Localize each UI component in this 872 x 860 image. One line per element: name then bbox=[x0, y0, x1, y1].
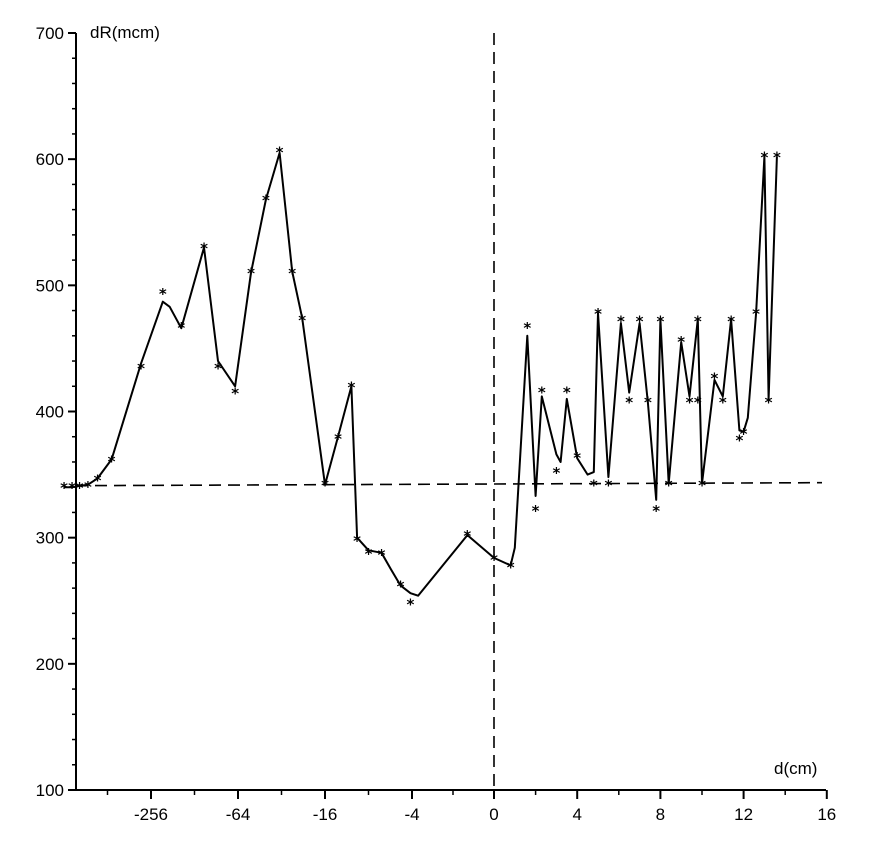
series-group: * * * * ****************** ***** *************… bbox=[60, 144, 781, 614]
axes bbox=[68, 32, 828, 799]
y-tick-label: 600 bbox=[36, 150, 64, 169]
y-tick-label: 200 bbox=[36, 655, 64, 674]
data-point: * bbox=[719, 393, 727, 411]
data-point: * bbox=[563, 383, 571, 401]
data-point: * bbox=[507, 559, 515, 577]
data-point: * bbox=[463, 527, 471, 545]
data-point: * bbox=[532, 502, 540, 520]
data-point: * bbox=[397, 578, 405, 596]
data-point: * bbox=[765, 393, 773, 411]
y-tick-label: 100 bbox=[36, 781, 64, 800]
data-point: * bbox=[321, 477, 329, 495]
y-tick-label: 400 bbox=[36, 403, 64, 422]
data-point: * bbox=[773, 149, 781, 167]
horizontal-reference-line bbox=[75, 481, 823, 487]
data-point: * bbox=[711, 369, 719, 387]
x-tick-label: 16 bbox=[817, 805, 836, 824]
data-point: * bbox=[644, 393, 652, 411]
data-point: * bbox=[573, 449, 581, 467]
x-tick-label: 8 bbox=[656, 805, 665, 824]
data-point: * bbox=[736, 431, 744, 449]
series-line bbox=[64, 151, 778, 597]
data-point: * bbox=[200, 239, 208, 257]
data-point: * bbox=[694, 393, 702, 411]
data-point: * bbox=[636, 313, 644, 331]
data-point: * bbox=[694, 313, 702, 331]
data-point: * bbox=[590, 477, 598, 495]
data-point: * bbox=[686, 393, 694, 411]
y-tick-label: 700 bbox=[36, 24, 64, 43]
y-tick-label: 300 bbox=[36, 529, 64, 548]
x-tick-label: 0 bbox=[489, 805, 498, 824]
data-point: * bbox=[298, 311, 306, 329]
data-point: * bbox=[752, 305, 760, 323]
data-point: * bbox=[652, 502, 660, 520]
data-point: * bbox=[108, 453, 116, 471]
data-point: * bbox=[760, 149, 768, 167]
data-point: * bbox=[740, 425, 748, 443]
reference-lines bbox=[75, 33, 823, 790]
y-axis-title: dR(mcm) bbox=[90, 23, 160, 42]
data-point: * bbox=[159, 285, 167, 303]
data-point: * bbox=[625, 393, 633, 411]
data-point: * bbox=[604, 477, 612, 495]
data-point: * bbox=[523, 319, 531, 337]
x-tick-label: -16 bbox=[313, 805, 338, 824]
data-point: * bbox=[76, 479, 84, 497]
data-point: * bbox=[262, 192, 270, 210]
data-point: * bbox=[276, 144, 284, 162]
x-tick-label: -256 bbox=[134, 805, 168, 824]
data-point: * bbox=[665, 477, 673, 495]
data-point: * bbox=[407, 595, 415, 613]
data-point: * bbox=[378, 546, 386, 564]
data-point: * bbox=[94, 472, 102, 490]
data-point: * bbox=[137, 359, 145, 377]
data-point: * bbox=[60, 479, 68, 497]
data-point: * bbox=[288, 265, 296, 283]
data-point: * bbox=[617, 313, 625, 331]
data-point: * bbox=[677, 333, 685, 351]
data-point: * bbox=[538, 383, 546, 401]
data-point: * bbox=[656, 313, 664, 331]
x-tick-label: -64 bbox=[226, 805, 251, 824]
data-point: * bbox=[68, 479, 76, 497]
data-point: * bbox=[552, 464, 560, 482]
tick-labels: 100 200 300 400 500 600 700 -256 -64 -16 -4 0 4 8 12 16 bbox=[36, 24, 837, 824]
x-tick-label: 4 bbox=[572, 805, 581, 824]
data-point: * bbox=[231, 385, 239, 403]
x-axis-title: d(cm) bbox=[774, 759, 817, 778]
x-tick-label: 12 bbox=[734, 805, 753, 824]
data-point: * bbox=[334, 430, 342, 448]
data-point: * bbox=[727, 313, 735, 331]
x-tick-label: -4 bbox=[404, 805, 419, 824]
data-point: * bbox=[353, 532, 361, 550]
y-tick-label: 500 bbox=[36, 276, 64, 295]
data-point: * bbox=[214, 359, 222, 377]
data-point: * bbox=[247, 265, 255, 283]
data-point: * bbox=[594, 305, 602, 323]
data-point: * bbox=[490, 551, 498, 569]
data-point: * bbox=[84, 478, 92, 496]
data-point: * bbox=[177, 319, 185, 337]
data-point: * bbox=[698, 477, 706, 495]
data-point: * bbox=[365, 545, 373, 563]
data-point: * bbox=[348, 378, 356, 396]
